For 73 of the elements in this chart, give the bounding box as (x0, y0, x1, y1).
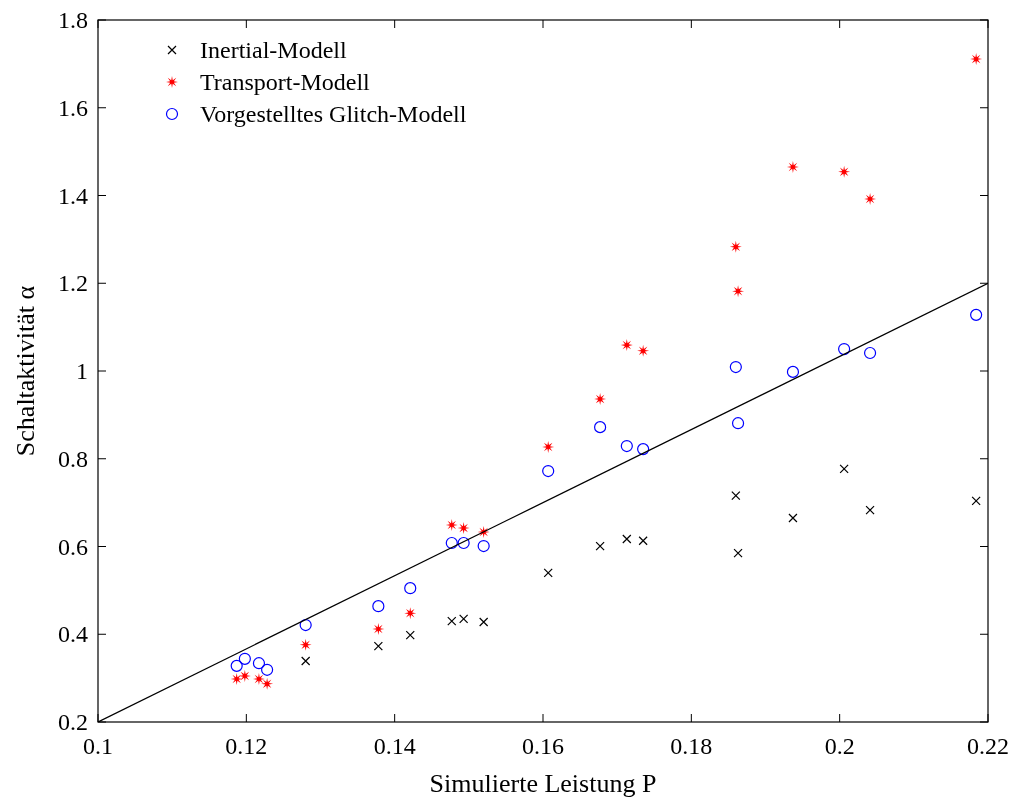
point (620, 339, 633, 352)
point (786, 160, 799, 173)
point (373, 641, 383, 651)
point (788, 513, 798, 523)
legend-label: Transport-Modell (200, 69, 371, 95)
point (479, 617, 489, 627)
point (594, 421, 607, 434)
x-tick-label: 0.22 (967, 733, 1009, 759)
point (542, 464, 555, 478)
point (620, 439, 633, 453)
point (445, 519, 458, 531)
point (301, 656, 311, 666)
point (238, 652, 251, 665)
point (543, 568, 553, 578)
x-tick-label: 0.1 (83, 733, 113, 759)
legend-label: Inertial-Modell (200, 37, 347, 63)
point (405, 630, 415, 640)
point (970, 53, 983, 66)
x-tick-label: 0.14 (373, 733, 416, 759)
legend-label: Vorgestelltes Glitch-Modell (200, 101, 467, 127)
y-tick-label: 1.8 (58, 7, 88, 33)
point (372, 600, 385, 613)
point (447, 616, 457, 626)
y-tick-label: 1.6 (58, 94, 88, 121)
y-tick-label: 0.2 (58, 709, 88, 735)
point (252, 657, 266, 670)
point (970, 308, 983, 321)
point (252, 673, 265, 685)
point (729, 360, 742, 374)
x-tick-label: 0.12 (225, 733, 268, 759)
point (299, 618, 312, 632)
point (594, 393, 607, 406)
point (372, 622, 385, 635)
point (733, 548, 743, 558)
point (230, 659, 243, 672)
point (230, 673, 243, 685)
point (638, 536, 648, 546)
point (595, 541, 605, 551)
y-tick-label: 0.4 (58, 621, 88, 648)
point (863, 346, 877, 360)
point (477, 539, 490, 553)
point (838, 342, 851, 356)
y-tick-label: 1 (76, 358, 88, 384)
point (786, 365, 800, 378)
point (457, 536, 470, 550)
point (457, 522, 470, 535)
point (299, 638, 312, 651)
point (731, 491, 741, 501)
point (404, 582, 417, 595)
point (839, 464, 849, 474)
x-tick-label: 0.16 (522, 733, 564, 759)
y-axis-title: Schaltaktivität α (11, 285, 40, 457)
point (261, 677, 274, 690)
x-axis-title: Simulierte Leistung P (429, 769, 657, 798)
point (459, 614, 469, 624)
point (732, 285, 745, 298)
point (637, 443, 650, 456)
x-tick-label: 0.2 (824, 733, 855, 759)
point (864, 193, 877, 206)
x-tick-label: 0.18 (670, 733, 713, 759)
point (261, 663, 274, 676)
point (404, 607, 417, 620)
y-tick-label: 1.4 (58, 182, 88, 209)
y-tick-label: 1.2 (58, 270, 88, 297)
point (238, 669, 251, 682)
y-tick-label: 0.6 (58, 533, 88, 560)
point (731, 417, 745, 430)
point (622, 534, 632, 544)
point (445, 536, 458, 550)
y-tick-label: 0.8 (58, 445, 88, 472)
point (865, 505, 875, 515)
point (971, 496, 981, 506)
point (542, 440, 555, 453)
